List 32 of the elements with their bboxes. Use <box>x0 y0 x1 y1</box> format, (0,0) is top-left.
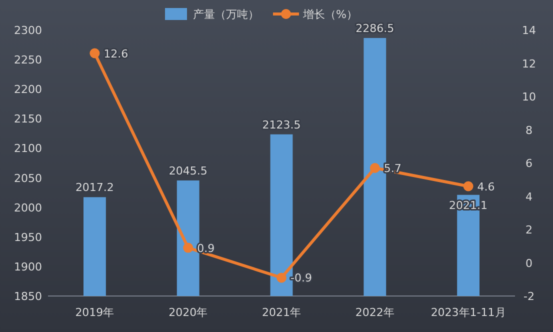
y-tick-label: 2250 <box>14 54 42 67</box>
data-label: 12.6 <box>104 47 128 60</box>
data-label: 2123.5 <box>262 118 301 132</box>
y2-tick-label: 0 <box>526 256 532 270</box>
y2-tick-label: 14 <box>522 24 536 37</box>
y2-tick-label: 4 <box>526 190 532 204</box>
y-tick-label: 1900 <box>14 260 42 274</box>
y-tick-label: 2150 <box>14 112 42 126</box>
y2-tick-label: -2 <box>524 290 534 303</box>
y-tick-label: 2100 <box>14 142 42 156</box>
data-label: 4.6 <box>477 180 495 194</box>
y-tick-label: 2300 <box>14 24 42 37</box>
y2-tick-label: 10 <box>522 90 536 104</box>
y-tick-label: 2050 <box>14 172 42 185</box>
data-label: 2017.2 <box>75 181 114 194</box>
x-tick-label: 2020年 <box>168 306 208 319</box>
data-label: 2286.5 <box>356 22 394 35</box>
data-label: 2045.5 <box>168 164 208 178</box>
x-tick-label: 2019年 <box>75 306 114 319</box>
y-tick-label: 1950 <box>14 230 42 244</box>
y-tick-label: 1850 <box>14 290 42 303</box>
legend-label: 产量（万吨） <box>193 8 259 21</box>
y-tick-label: 2000 <box>14 201 42 214</box>
y2-tick-label: 12 <box>522 57 536 70</box>
x-tick-label: 2023年1-11月 <box>430 306 506 319</box>
x-tick-label: 2021年 <box>262 306 301 319</box>
y-tick-label: 2200 <box>14 83 42 96</box>
y2-tick-label: 2 <box>526 224 532 236</box>
x-tick-label: 2022年 <box>355 306 394 319</box>
y2-tick-label: 8 <box>526 124 532 137</box>
y2-tick-label: 6 <box>526 157 532 170</box>
legend-label: 增长（%） <box>302 8 358 21</box>
